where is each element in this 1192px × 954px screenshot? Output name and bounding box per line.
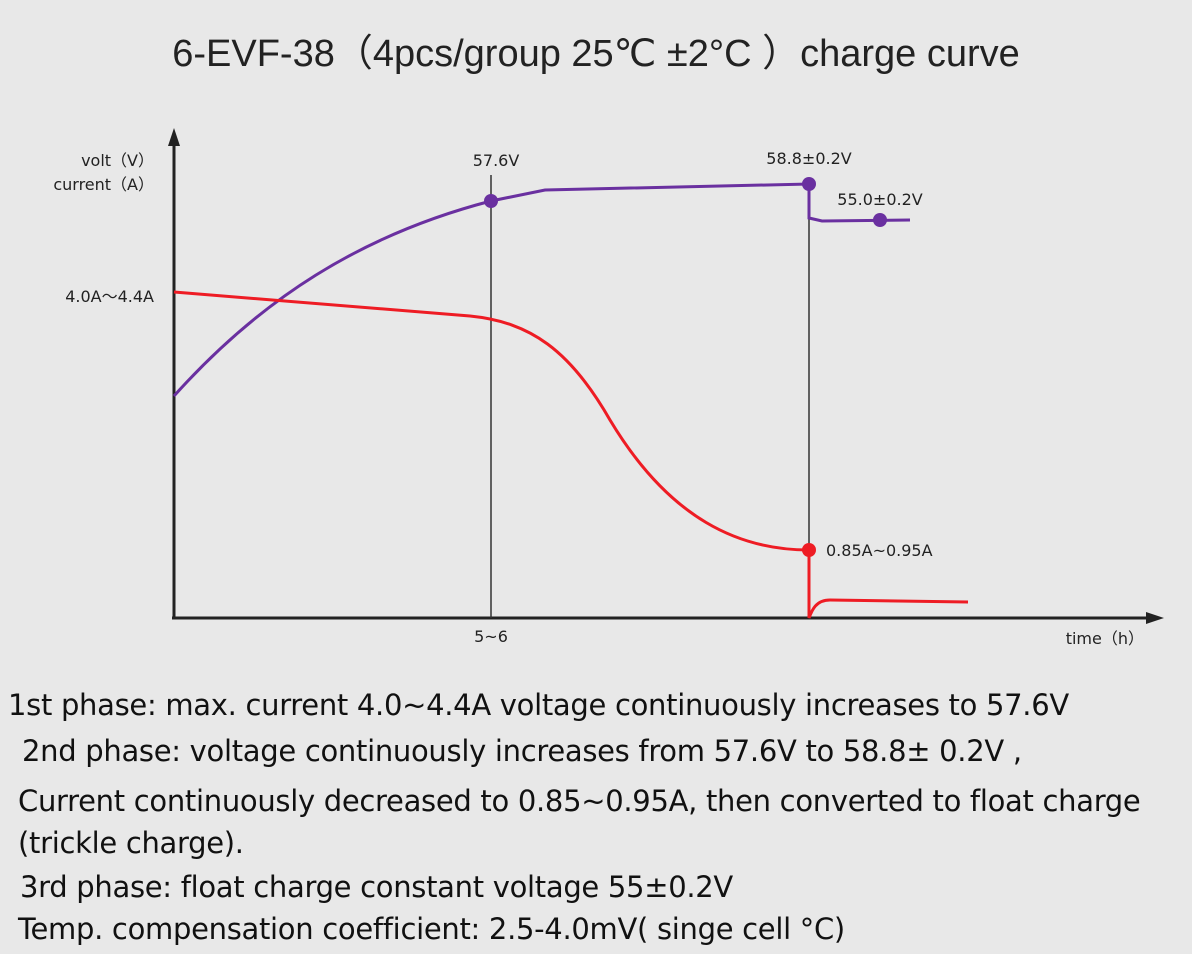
note-temp-compensation: Temp. compensation coefficient: 2.5-4.0m… [18, 912, 845, 946]
note-trickle-charge: (trickle charge). [18, 826, 244, 860]
voltage-point-57.6 [484, 194, 498, 208]
note-phase-1: 1st phase: max. current 4.0~4.4A voltage… [8, 688, 1069, 722]
current-start-label: 4.0A～4.4A [65, 287, 154, 306]
voltage-label-57.6: 57.6V [473, 151, 520, 170]
note-phase-2: 2nd phase: voltage continuously increase… [22, 734, 1022, 768]
note-phase-3: 3rd phase: float charge constant voltage… [20, 870, 733, 904]
voltage-point-55.0 [873, 213, 887, 227]
x-tick-label-5-6: 5~6 [474, 627, 508, 646]
voltage-label-58.8: 58.8±0.2V [766, 149, 851, 168]
voltage-point-58.8 [802, 177, 816, 191]
charge-curve-chart: volt（V） current（A） 4.0A～4.4A 57.6V 58.8±… [53, 128, 1164, 648]
x-axis-arrow [1146, 612, 1164, 624]
current-label-0.85: 0.85A~0.95A [826, 541, 933, 560]
note-current-decrease: Current continuously decreased to 0.85~0… [18, 784, 1141, 818]
y-axis-label-volt: volt（V） [81, 151, 154, 170]
chart-title: 6-EVF-38（4pcs/group 25℃ ±2°C ）charge cur… [172, 33, 1020, 75]
y-axis-label-current: current（A） [53, 175, 154, 194]
current-curve [173, 290, 969, 619]
voltage-curve [172, 182, 911, 398]
y-axis-arrow [168, 128, 180, 146]
x-axis-label: time（h） [1066, 629, 1144, 648]
current-point-0.85 [802, 543, 816, 557]
voltage-label-55.0: 55.0±0.2V [837, 190, 922, 209]
